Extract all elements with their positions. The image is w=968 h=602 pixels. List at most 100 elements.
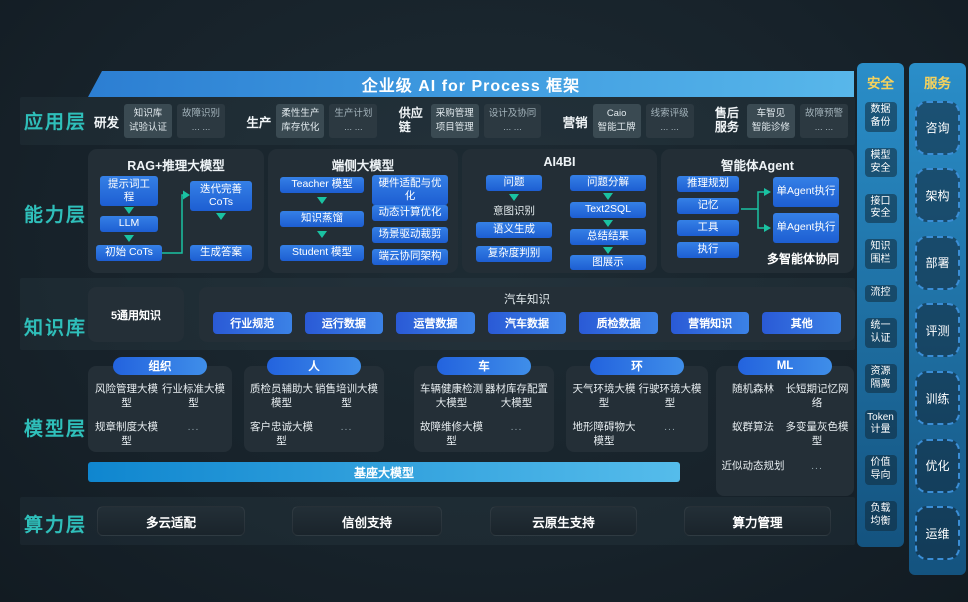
app-feature: 试验认证 — [129, 122, 168, 133]
compute-item-cloud-native: 云原生支持 — [490, 506, 637, 536]
knowledge-item: 行业规范 — [213, 312, 292, 334]
capability-box-rag: RAG+推理大模型 提示词工程 LLM 初始 CoTs 迭代完善CoTs 生成答… — [88, 149, 264, 273]
capability-box-agent: 智能体Agent 推理规划 记忆 工具 执行 单Agent执行 单Agent执行… — [661, 149, 854, 273]
framework-title-banner: 企业级 AI for Process 框架 — [88, 71, 854, 97]
node-intent-recognition: 意图识别 — [493, 205, 535, 217]
app-feature: 设计及协同 — [488, 108, 537, 120]
node-reasoning-planning: 推理规划 — [677, 176, 739, 192]
app-group-label: 生产 — [246, 115, 272, 130]
node-prompt-engineering: 提示词工程 — [100, 176, 158, 207]
knowledge-item: 营销知识 — [670, 312, 750, 334]
app-feature: 库存优化 — [281, 122, 320, 133]
app-feature-box: 线索评级 ... ... — [645, 104, 694, 138]
layer-label-compute: 算力层 — [24, 515, 88, 536]
capability-box-title: 智能体Agent — [721, 159, 794, 173]
model-cell: 蚁群算法 — [732, 421, 774, 434]
capability-box-ai4bi: AI4BI 问题 意图识别 语义生成 复杂度判别 问题分解 Text2SQL 总… — [462, 149, 657, 273]
model-cell: 近似动态规划 — [721, 459, 785, 472]
knowledge-items-row: 行业规范 运行数据 运营数据 汽车数据 质检数据 营销知识 其他 — [199, 307, 855, 334]
node-summarize-results: 总结结果 — [570, 229, 646, 245]
model-group-pill: ML — [738, 357, 832, 375]
model-group-pill: 组织 — [113, 357, 207, 375]
auto-knowledge-box: 汽车知识 行业规范 运行数据 运营数据 汽车数据 质检数据 营销知识 其他 — [199, 287, 855, 342]
model-cell: 长短期记忆网络 — [785, 383, 849, 409]
node-question: 问题 — [486, 175, 542, 191]
model-group-environment: 环 天气环境大模型 行驶环境大模型 地形障碍物大模型 ... — [566, 357, 708, 452]
service-item: 部署 — [915, 235, 960, 290]
model-cell: 故障维修大模型 — [420, 421, 483, 447]
service-item: 架构 — [915, 168, 960, 223]
app-feature: 线索评级 — [650, 108, 689, 120]
node-student-model: Student 模型 — [280, 245, 364, 261]
app-feature-box: 知识库 试验认证 — [124, 104, 173, 138]
model-cell: 风险管理大模型 — [95, 383, 158, 409]
security-item: 模型安全 — [864, 147, 897, 178]
node-memory: 记忆 — [677, 198, 739, 214]
app-group-label: 售后服务 — [714, 106, 739, 134]
app-feature: 采购管理 — [435, 108, 474, 120]
app-feature: 故障识别 — [182, 108, 221, 120]
app-feature: ... ... — [814, 122, 834, 133]
security-item: 价值导向 — [864, 455, 897, 485]
model-cell-more: ... — [340, 421, 353, 434]
model-cell-more: ... — [811, 459, 823, 472]
services-items: 咨询 架构 部署 评测 训练 优化 运维 — [909, 94, 966, 567]
model-cell: 质检员辅助大模型 — [250, 383, 313, 409]
capability-box-title: 端侧大模型 — [331, 159, 395, 173]
knowledge-item: 质检数据 — [579, 312, 658, 334]
model-group-pill: 环 — [590, 357, 684, 375]
node-generate-answer: 生成答案 — [190, 245, 252, 261]
model-cell: 地形障碍物大模型 — [572, 421, 636, 447]
knowledge-item: 运营数据 — [396, 312, 475, 334]
general-knowledge-box: 5通用知识 — [88, 287, 184, 342]
app-feature-box: 故障预警 ... ... — [799, 104, 848, 138]
knowledge-item: 汽车数据 — [487, 312, 567, 334]
node-initial-cots: 初始 CoTs — [96, 245, 162, 261]
layer-label-capability: 能力层 — [24, 205, 88, 226]
app-feature: ... ... — [191, 122, 211, 133]
layer-label-model: 模型层 — [24, 419, 88, 440]
service-item: 咨询 — [915, 100, 960, 155]
model-group-people: 人 质检员辅助大模型 销售培训大模型 客户忠诚大模型 ... — [244, 357, 384, 452]
arrow-down-icon — [317, 231, 327, 238]
app-feature-box: Caio 智能工牌 — [592, 104, 641, 138]
app-feature: 智能工牌 — [597, 122, 636, 133]
app-group-rnd: 研发 知识库 试验认证 故障识别 ... ... — [94, 104, 226, 138]
node-scene-pruning: 场景驱动裁剪 — [372, 227, 448, 243]
app-feature: ... ... — [503, 122, 522, 133]
application-layer-row: 研发 知识库 试验认证 故障识别 ... ... 生产 柔性生产 库存优化 生产… — [88, 99, 854, 143]
app-feature-box: 设计及协同 ... ... — [483, 104, 542, 138]
app-feature: ... ... — [344, 122, 363, 133]
app-feature-box: 柔性生产 库存优化 — [276, 104, 325, 138]
flow-connector — [162, 190, 190, 254]
services-column: 服务 咨询 架构 部署 评测 训练 优化 运维 — [909, 63, 966, 575]
app-group-label: 供应链 — [398, 106, 423, 134]
security-item: 接口安全 — [864, 193, 897, 224]
model-cell: 天气环境大模型 — [572, 383, 636, 409]
security-item: 知识围栏 — [864, 239, 897, 269]
arrow-down-icon — [317, 197, 327, 204]
service-item: 评测 — [915, 303, 960, 358]
compute-item-multicloud: 多云适配 — [97, 506, 245, 536]
layer-label-application: 应用层 — [24, 112, 88, 133]
arrow-down-icon — [603, 193, 613, 200]
model-cell: 规章制度大模型 — [95, 421, 158, 447]
arrow-down-icon — [603, 220, 613, 227]
model-cell-more: ... — [187, 421, 200, 434]
node-iterate-cots: 迭代完善CoTs — [190, 181, 252, 212]
security-item: 负载均衡 — [864, 501, 897, 531]
model-cell-more: ... — [510, 421, 523, 434]
node-llm: LLM — [100, 216, 158, 232]
app-feature: 车智见 — [756, 108, 786, 120]
model-cell: 器材库存配置大模型 — [485, 383, 548, 409]
app-group-supply-chain: 供应链 采购管理 项目管理 设计及协同 ... ... — [399, 104, 542, 138]
security-item: 数据备份 — [864, 102, 897, 132]
security-item: 统一认证 — [864, 318, 897, 348]
app-feature-box: 故障识别 ... ... — [177, 104, 226, 138]
node-single-agent-exec: 单Agent执行 — [773, 177, 839, 207]
security-items: 数据备份 模型安全 接口安全 知识围栏 流控 统一认证 资源隔离 Token计量… — [857, 94, 904, 539]
node-chart-display: 图展示 — [570, 255, 646, 270]
node-semantic-generation: 语义生成 — [476, 222, 552, 238]
app-group-label: 研发 — [94, 115, 120, 130]
